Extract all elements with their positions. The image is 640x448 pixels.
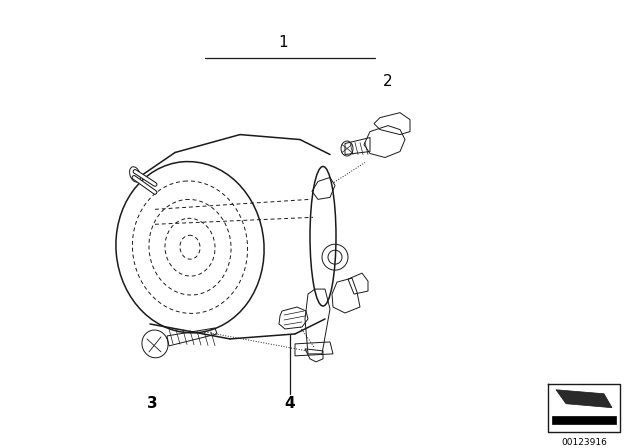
Text: 1: 1 bbox=[278, 35, 288, 50]
Text: 2: 2 bbox=[383, 74, 393, 89]
Polygon shape bbox=[552, 416, 616, 424]
Text: 00123916: 00123916 bbox=[561, 438, 607, 447]
Polygon shape bbox=[556, 390, 612, 408]
Text: 4: 4 bbox=[285, 396, 295, 411]
Text: 3: 3 bbox=[147, 396, 157, 411]
